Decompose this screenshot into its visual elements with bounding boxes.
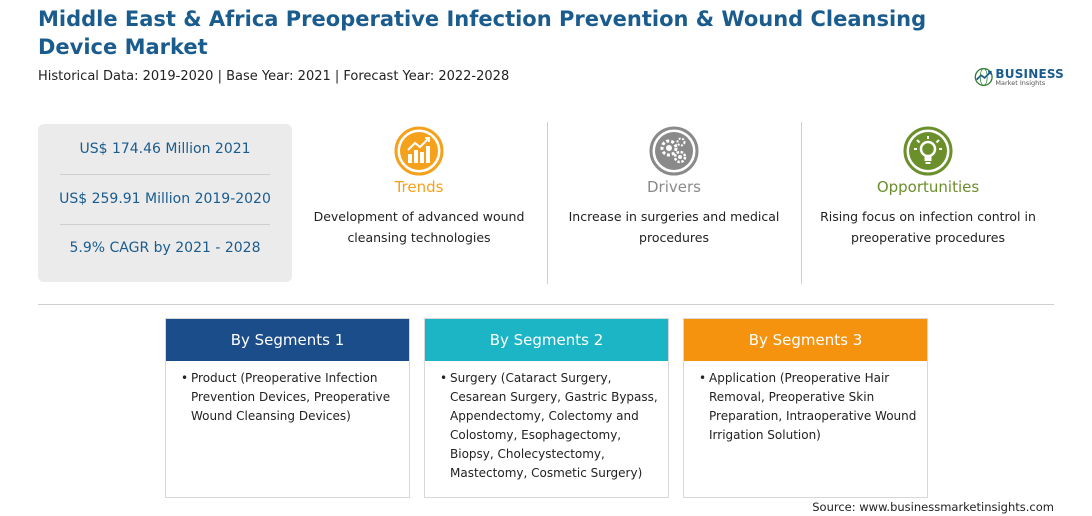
drivers-description: Increase in surgeries and medical proced… bbox=[568, 209, 780, 245]
company-logo: BUSINESS Market Insights bbox=[974, 64, 1064, 90]
logo-tagline: Market Insights bbox=[995, 78, 1046, 87]
lightbulb-icon bbox=[903, 126, 953, 176]
page-title: Middle East & Africa Preoperative Infect… bbox=[38, 7, 927, 59]
gears-icon bbox=[649, 126, 699, 176]
column-divider bbox=[547, 122, 548, 284]
stats-divider bbox=[60, 174, 270, 175]
segment-card-2: By Segments 2 • Surgery (Cataract Surger… bbox=[424, 318, 669, 498]
segment-2-header: By Segments 2 bbox=[425, 319, 668, 361]
stats-divider bbox=[60, 224, 270, 225]
source-credit: Source: www.businessmarketinsights.com bbox=[812, 500, 1054, 514]
market-value-historical: US$ 259.91 Million 2019-2020 bbox=[59, 191, 271, 207]
globe-icon bbox=[974, 67, 993, 87]
opportunities-title: Opportunities bbox=[876, 178, 980, 196]
market-stats-panel: US$ 174.46 Million 2021 US$ 259.91 Milli… bbox=[38, 124, 292, 282]
segment-card-3: By Segments 3 • Application (Preoperativ… bbox=[683, 318, 928, 498]
logo-wordmark: BUSINESS bbox=[995, 66, 1064, 81]
trend-chart-icon bbox=[394, 126, 444, 176]
bullet: • bbox=[699, 371, 707, 385]
drivers-title: Drivers bbox=[647, 178, 701, 196]
bullet: • bbox=[440, 371, 448, 385]
segment-2-body: • Surgery (Cataract Surgery, Cesarean Su… bbox=[425, 361, 668, 483]
bullet: • bbox=[181, 371, 189, 385]
section-divider bbox=[38, 304, 1054, 305]
trends-description: Development of advanced wound cleansing … bbox=[313, 209, 525, 245]
market-value-2021: US$ 174.46 Million 2021 bbox=[79, 141, 251, 157]
column-divider bbox=[801, 122, 802, 284]
segment-3-text: Application (Preoperative Hair Removal, … bbox=[709, 371, 917, 442]
segment-3-header: By Segments 3 bbox=[684, 319, 927, 361]
cagr-value: 5.9% CAGR by 2021 - 2028 bbox=[69, 240, 261, 256]
opportunities-description: Rising focus on infection control in pre… bbox=[820, 209, 1036, 245]
segment-2-text: Surgery (Cataract Surgery, Cesarean Surg… bbox=[450, 371, 658, 480]
segment-card-1: By Segments 1 • Product (Preoperative In… bbox=[165, 318, 410, 498]
segment-1-header: By Segments 1 bbox=[166, 319, 409, 361]
segment-1-text: Product (Preoperative Infection Preventi… bbox=[191, 371, 391, 423]
page-subtitle: Historical Data: 2019-2020 | Base Year: … bbox=[38, 69, 510, 84]
segment-3-body: • Application (Preoperative Hair Removal… bbox=[684, 361, 927, 445]
segment-1-body: • Product (Preoperative Infection Preven… bbox=[166, 361, 409, 426]
trends-title: Trends bbox=[394, 178, 444, 196]
